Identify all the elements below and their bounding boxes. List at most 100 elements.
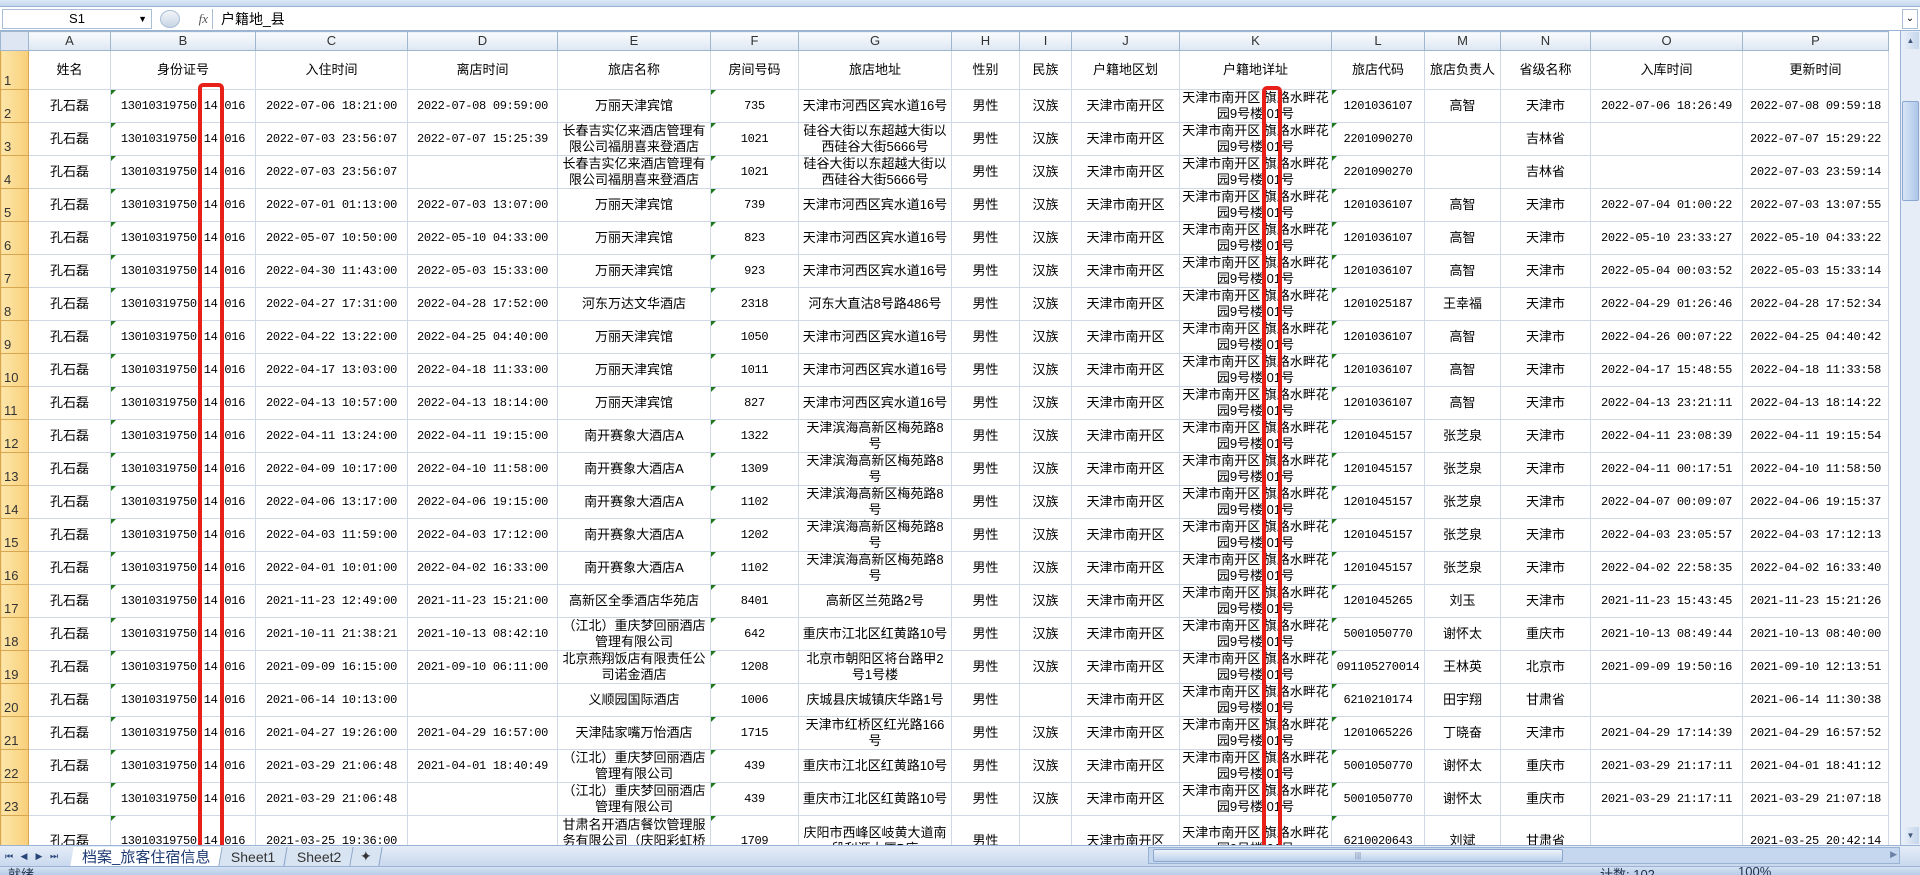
column-title-cell[interactable]: 旅店名称 (557, 50, 711, 90)
cell-d[interactable]: 2022-05-03 15:33:00 (407, 254, 558, 288)
cell-h[interactable]: 男性 (951, 122, 1020, 156)
vertical-scroll-thumb[interactable] (1902, 101, 1919, 201)
column-header-f[interactable]: F (710, 31, 799, 51)
cell-d[interactable]: 2022-04-11 19:15:00 (407, 419, 558, 453)
cell-c[interactable]: 2021-04-27 19:26:00 (255, 716, 408, 750)
cell-h[interactable]: 男性 (951, 155, 1020, 189)
cell-j[interactable]: 天津市南开区 (1071, 782, 1180, 816)
cell-c[interactable]: 2022-04-13 10:57:00 (255, 386, 408, 420)
cell-f[interactable]: 823 (710, 221, 799, 255)
cell-f[interactable]: 1322 (710, 419, 799, 453)
cell-i[interactable]: 汉族 (1019, 716, 1072, 750)
vertical-scrollbar[interactable]: ▲ ▼ (1900, 31, 1920, 845)
row-header[interactable]: 21 (0, 716, 29, 750)
cell-b[interactable]: 13010319750 14 016 (110, 419, 256, 453)
cell-m[interactable]: 丁晓奋 (1424, 716, 1501, 750)
cell-a[interactable]: 孔石磊 (28, 650, 111, 684)
cell-b[interactable]: 13010319750 14 016 (110, 617, 256, 651)
column-header-a[interactable]: A (28, 31, 111, 51)
formula-bar-toggle[interactable] (160, 10, 180, 28)
cell-e[interactable]: 义顺园国际酒店 (557, 683, 711, 717)
cell-m[interactable]: 王幸福 (1424, 287, 1501, 321)
column-header-d[interactable]: D (407, 31, 558, 51)
cell-i[interactable]: 汉族 (1019, 221, 1072, 255)
cell-e[interactable]: 南开赛象大酒店A (557, 419, 711, 453)
cell-e[interactable]: 长春吉实亿来酒店管理有限公司福朋喜来登酒店 (557, 155, 711, 189)
formula-input[interactable]: 户籍地_县 (212, 8, 1902, 29)
cell-a[interactable]: 孔石磊 (28, 749, 111, 783)
cell-g[interactable]: 硅谷大街以东超越大街以西硅谷大街5666号 (798, 122, 952, 156)
row-header[interactable]: 14 (0, 485, 29, 519)
cell-k[interactable]: 天津市南开区 旗路水畔花园9号楼 01号 (1179, 815, 1332, 845)
cell-b[interactable]: 13010319750 14 016 (110, 353, 256, 387)
cell-a[interactable]: 孔石磊 (28, 551, 111, 585)
cell-g[interactable]: 重庆市江北区红黄路10号 (798, 617, 952, 651)
row-header[interactable]: 9 (0, 320, 29, 354)
cell-h[interactable]: 男性 (951, 386, 1020, 420)
cell-o[interactable]: 2021-11-23 15:43:45 (1590, 584, 1743, 618)
cell-k[interactable]: 天津市南开区 旗路水畔花园9号楼 01号 (1179, 782, 1332, 816)
cell-j[interactable]: 天津市南开区 (1071, 683, 1180, 717)
cell-k[interactable]: 天津市南开区 旗路水畔花园9号楼 01号 (1179, 683, 1332, 717)
cell-a[interactable]: 孔石磊 (28, 452, 111, 486)
cell-p[interactable]: 2022-04-11 19:15:54 (1742, 419, 1889, 453)
cell-g[interactable]: 重庆市江北区红黄路10号 (798, 749, 952, 783)
cell-e[interactable]: 甘肃名开酒店餐饮管理服务有限公司（庆阳彩虹桥希尔顿欢朋酒店） (557, 815, 711, 845)
cell-b[interactable]: 13010319750 14 016 (110, 815, 256, 845)
row-header[interactable]: 17 (0, 584, 29, 618)
cell-h[interactable]: 男性 (951, 551, 1020, 585)
cell-m[interactable]: 高智 (1424, 221, 1501, 255)
cell-a[interactable]: 孔石磊 (28, 419, 111, 453)
cell-f[interactable]: 1011 (710, 353, 799, 387)
cell-k[interactable]: 天津市南开区 旗路水畔花园9号楼 01号 (1179, 122, 1332, 156)
column-title-cell[interactable]: 户籍地详址 (1179, 50, 1332, 90)
cell-e[interactable]: 万丽天津宾馆 (557, 221, 711, 255)
cell-g[interactable]: 北京市朝阳区将台路甲2号1号楼 (798, 650, 952, 684)
column-title-cell[interactable]: 旅店负责人 (1424, 50, 1501, 90)
cell-f[interactable]: 827 (710, 386, 799, 420)
column-title-cell[interactable]: 户籍地区划 (1071, 50, 1180, 90)
cell-o[interactable] (1590, 683, 1743, 717)
cell-i[interactable]: 汉族 (1019, 551, 1072, 585)
cell-f[interactable]: 1102 (710, 551, 799, 585)
cell-l[interactable]: 1201065226 (1331, 716, 1425, 750)
cell-d[interactable]: 2022-04-28 17:52:00 (407, 287, 558, 321)
cell-i[interactable]: 汉族 (1019, 122, 1072, 156)
cell-m[interactable]: 高智 (1424, 386, 1501, 420)
cell-m[interactable]: 田宇翔 (1424, 683, 1501, 717)
cell-j[interactable]: 天津市南开区 (1071, 122, 1180, 156)
cell-d[interactable] (407, 782, 558, 816)
cell-h[interactable]: 男性 (951, 650, 1020, 684)
cell-g[interactable]: 庆城县庆城镇庆华路1号 (798, 683, 952, 717)
cell-b[interactable]: 13010319750 14 016 (110, 716, 256, 750)
cell-l[interactable]: 5001050770 (1331, 749, 1425, 783)
cell-c[interactable]: 2022-04-09 10:17:00 (255, 452, 408, 486)
cell-n[interactable]: 天津市 (1500, 386, 1591, 420)
cell-e[interactable]: 万丽天津宾馆 (557, 386, 711, 420)
cell-d[interactable]: 2022-05-10 04:33:00 (407, 221, 558, 255)
cell-c[interactable]: 2022-04-17 13:03:00 (255, 353, 408, 387)
cell-g[interactable]: 天津滨海高新区梅苑路8号 (798, 485, 952, 519)
cell-h[interactable]: 男性 (951, 89, 1020, 123)
cell-l[interactable]: 6210020643 (1331, 815, 1425, 845)
cell-j[interactable]: 天津市南开区 (1071, 551, 1180, 585)
cell-l[interactable]: 1201025187 (1331, 287, 1425, 321)
cell-k[interactable]: 天津市南开区 旗路水畔花园9号楼 01号 (1179, 749, 1332, 783)
cell-j[interactable]: 天津市南开区 (1071, 320, 1180, 354)
row-header[interactable]: 4 (0, 155, 29, 189)
cell-n[interactable]: 天津市 (1500, 353, 1591, 387)
cell-o[interactable] (1590, 815, 1743, 845)
cell-n[interactable]: 天津市 (1500, 485, 1591, 519)
row-header[interactable]: 13 (0, 452, 29, 486)
cell-f[interactable]: 1102 (710, 485, 799, 519)
cell-n[interactable]: 甘肃省 (1500, 815, 1591, 845)
cell-a[interactable]: 孔石磊 (28, 617, 111, 651)
cell-e[interactable]: （江北）重庆梦回丽酒店管理有限公司 (557, 782, 711, 816)
row-header[interactable]: 7 (0, 254, 29, 288)
cell-p[interactable]: 2022-05-03 15:33:14 (1742, 254, 1889, 288)
cell-l[interactable]: 091105270014 (1331, 650, 1425, 684)
cell-o[interactable]: 2022-04-17 15:48:55 (1590, 353, 1743, 387)
cell-b[interactable]: 13010319750 14 016 (110, 485, 256, 519)
last-sheet-icon[interactable]: ⏭ (49, 850, 59, 861)
cell-j[interactable]: 天津市南开区 (1071, 287, 1180, 321)
